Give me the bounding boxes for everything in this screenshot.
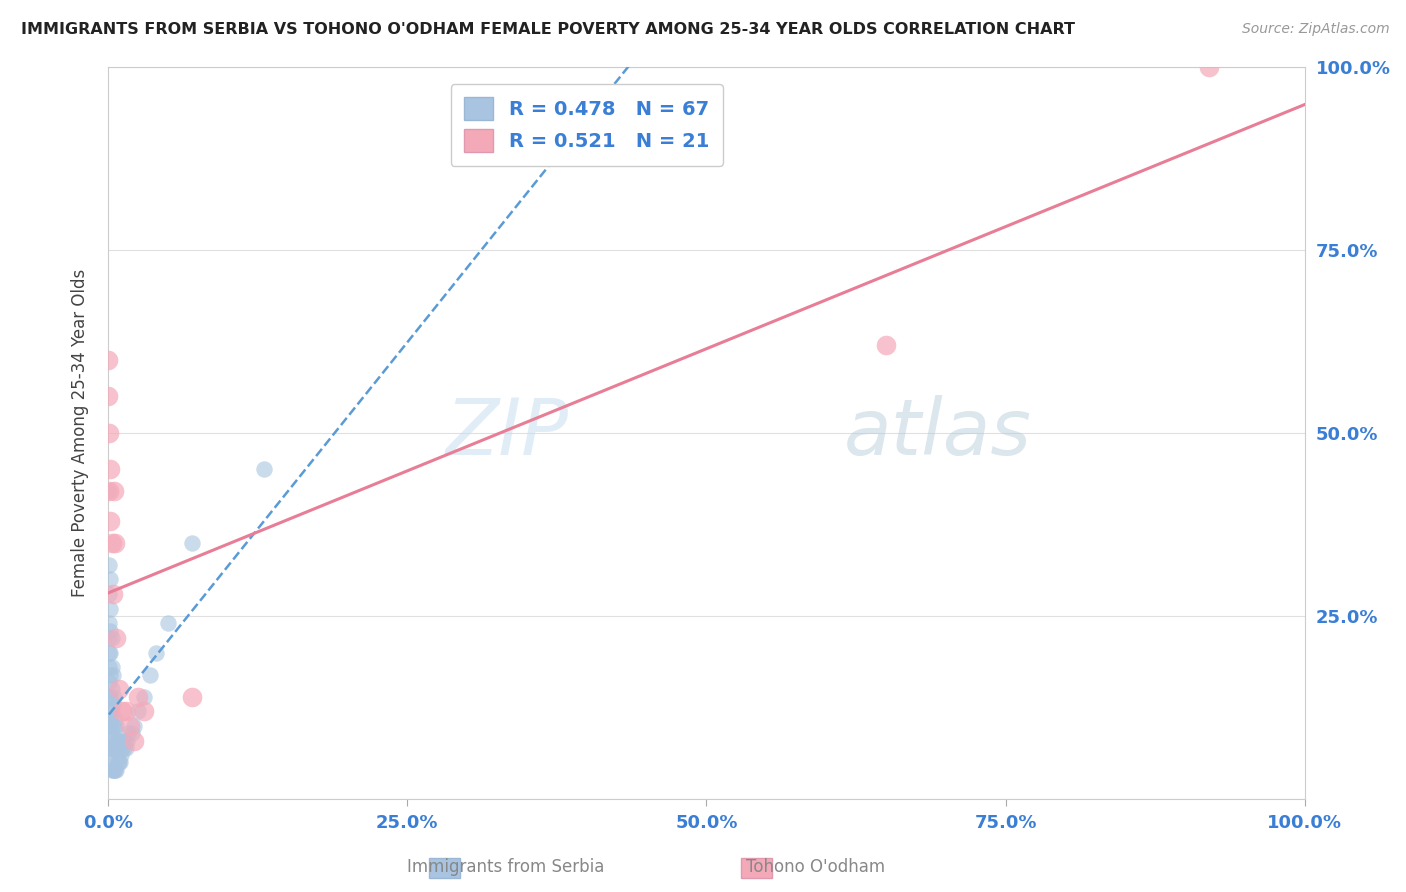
Point [100,726,122,740]
Point [100,667,122,681]
Point [252,462,274,476]
Point [100,514,122,528]
Point [104,712,127,726]
Point [105,763,128,777]
Point [98,587,121,601]
Point [112,740,135,755]
Point [100,712,122,726]
Point [100,763,122,777]
Point [107,756,129,770]
Point [101,763,124,777]
Point [115,704,138,718]
Point [100,462,122,476]
Point [124,719,146,733]
Point [108,733,131,747]
Point [180,535,202,549]
Text: atlas: atlas [844,395,1032,471]
Point [100,682,122,697]
Point [103,484,125,499]
Point [100,601,122,615]
Point [108,756,131,770]
Point [156,616,179,631]
Point [98,631,121,645]
Point [118,719,141,733]
Point [98,690,121,704]
Point [97,352,120,367]
Text: ZIP: ZIP [446,395,569,471]
Point [107,682,129,697]
Point [100,726,122,740]
Point [105,631,128,645]
Point [104,763,127,777]
Point [98,704,121,718]
Point [97,484,120,499]
Point [101,587,124,601]
Point [875,338,897,352]
Y-axis label: Female Poverty Among 25-34 Year Olds: Female Poverty Among 25-34 Year Olds [72,268,89,597]
Point [114,733,136,747]
Point [115,733,138,747]
Point [98,616,121,631]
Point [124,733,146,747]
Point [121,726,143,740]
Point [100,690,122,704]
Text: Immigrants from Serbia: Immigrants from Serbia [408,858,605,876]
Point [103,690,125,704]
Point [127,704,149,718]
Point [100,740,122,755]
Legend: R = 0.478   N = 67, R = 0.521   N = 21: R = 0.478 N = 67, R = 0.521 N = 21 [450,84,723,166]
Point [103,740,125,755]
Point [100,660,122,674]
Point [98,748,121,763]
Point [98,646,121,660]
Point [103,763,125,777]
Point [111,704,134,718]
Point [101,719,124,733]
Point [98,719,121,733]
Point [101,740,124,755]
Point [105,740,128,755]
Point [98,425,121,440]
Point [111,740,134,755]
Point [117,726,139,740]
Point [100,740,122,755]
Point [100,573,122,587]
Point [98,674,121,689]
Point [105,719,128,733]
Point [98,660,121,674]
Point [104,535,127,549]
Point [98,558,121,572]
Point [98,484,121,499]
Point [145,646,167,660]
Point [180,690,202,704]
Point [100,535,122,549]
Point [103,719,125,733]
Point [100,624,122,638]
Point [100,646,122,660]
Point [101,667,124,681]
Point [139,667,162,681]
Point [100,704,122,718]
Point [107,756,129,770]
Point [127,690,149,704]
Point [110,748,132,763]
Point [101,697,124,711]
Point [104,740,127,755]
Point [107,733,129,747]
Point [100,756,122,770]
Point [97,389,120,403]
Text: Source: ZipAtlas.com: Source: ZipAtlas.com [1241,22,1389,37]
Point [98,733,121,747]
Point [132,704,155,718]
Point [115,740,138,755]
Text: IMMIGRANTS FROM SERBIA VS TOHONO O'ODHAM FEMALE POVERTY AMONG 25-34 YEAR OLDS CO: IMMIGRANTS FROM SERBIA VS TOHONO O'ODHAM… [21,22,1076,37]
Point [100,631,122,645]
Point [107,733,129,747]
Point [1198,60,1220,74]
Text: Tohono O'odham: Tohono O'odham [747,858,884,876]
Point [132,690,155,704]
